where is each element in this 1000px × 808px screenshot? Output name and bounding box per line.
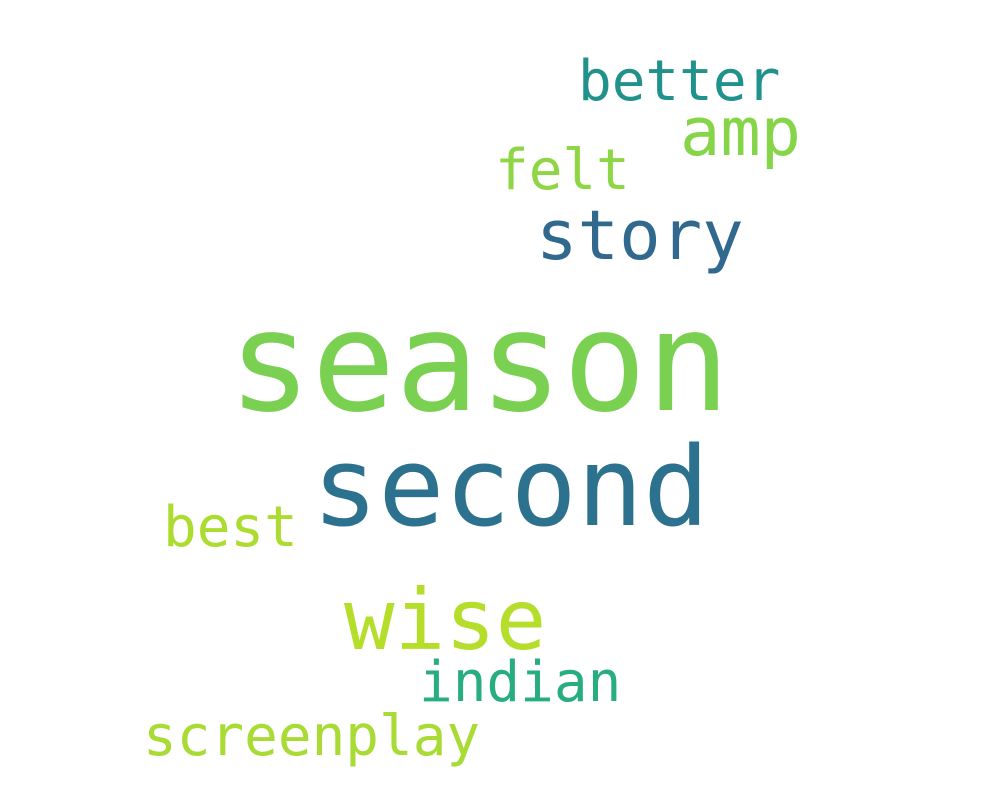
- word-wise: wise: [344, 571, 547, 669]
- word-season: season: [228, 281, 731, 443]
- word-indian: indian: [419, 650, 622, 715]
- word-story: story: [536, 196, 744, 276]
- word-best: best: [163, 495, 298, 560]
- word-second: second: [312, 423, 710, 551]
- word-better: better: [578, 49, 781, 114]
- word-screenplay: screenplay: [143, 704, 481, 769]
- word-amp: amp: [680, 93, 802, 171]
- word-felt: felt: [495, 138, 630, 203]
